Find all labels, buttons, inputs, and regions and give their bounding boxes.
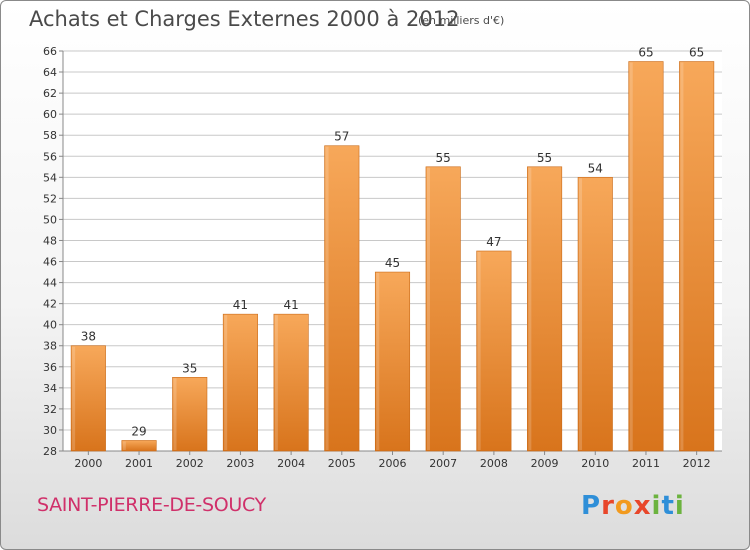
bar (425, 166, 461, 452)
data-label: 29 (131, 424, 146, 438)
x-tick-label: 2007 (429, 457, 457, 470)
bar-highlight (477, 252, 481, 450)
bar-highlight (629, 62, 633, 451)
y-tick-label: 38 (43, 340, 57, 353)
y-tick-label: 34 (43, 382, 57, 395)
data-label: 65 (638, 46, 653, 60)
bar-highlight (224, 315, 228, 450)
bar-highlight (274, 315, 278, 450)
chart-subtitle: (en milliers d'€) (418, 14, 505, 27)
proxiti-logo: Proxiti (581, 491, 685, 521)
bar (70, 345, 106, 452)
data-label: 45 (385, 256, 400, 270)
y-tick-label: 50 (43, 213, 57, 226)
y-tick-label: 30 (43, 424, 57, 437)
data-label: 57 (334, 130, 349, 144)
data-label: 35 (182, 361, 197, 375)
x-tick-label: 2004 (277, 457, 305, 470)
y-tick-label: 66 (43, 45, 57, 58)
logo-letter: r (601, 491, 615, 521)
y-tick-label: 60 (43, 108, 57, 121)
bar (476, 250, 512, 452)
logo-letter: i (651, 491, 662, 521)
bar (121, 440, 157, 452)
x-tick-label: 2002 (176, 457, 204, 470)
bar (577, 177, 613, 452)
bar-highlight (122, 441, 126, 450)
x-tick-label: 2003 (226, 457, 254, 470)
bar-highlight (72, 346, 76, 450)
bar-highlight (376, 273, 380, 450)
data-label: 47 (486, 235, 501, 249)
bar (273, 313, 309, 452)
y-tick-label: 42 (43, 298, 57, 311)
x-tick-label: 2009 (531, 457, 559, 470)
bar (222, 313, 258, 452)
x-tick-label: 2012 (683, 457, 711, 470)
bar (172, 377, 208, 452)
bar-highlight (325, 146, 329, 450)
y-tick-label: 36 (43, 361, 57, 374)
data-label: 55 (436, 151, 451, 165)
data-label: 41 (283, 298, 298, 312)
data-label: 38 (81, 330, 96, 344)
y-tick-label: 54 (43, 171, 57, 184)
y-tick-label: 58 (43, 129, 57, 142)
bar (679, 61, 715, 452)
logo-letter: P (581, 491, 602, 521)
bar (374, 271, 411, 452)
logo-letter: x (633, 491, 652, 521)
bar (324, 145, 360, 452)
bar-highlight (426, 167, 430, 450)
x-tick-label: 2006 (379, 457, 407, 470)
data-label: 55 (537, 151, 552, 165)
y-tick-label: 64 (43, 66, 57, 79)
x-tick-label: 2011 (632, 457, 660, 470)
x-tick-label: 2008 (480, 457, 508, 470)
bar-highlight (680, 62, 684, 451)
logo-letter: i (674, 491, 685, 521)
data-label: 65 (689, 46, 704, 60)
x-tick-label: 2005 (328, 457, 356, 470)
y-tick-label: 44 (43, 277, 57, 290)
bar-highlight (579, 178, 583, 450)
y-tick-label: 62 (43, 87, 57, 100)
data-label: 54 (588, 161, 603, 175)
y-tick-label: 40 (43, 319, 57, 332)
y-tick-label: 46 (43, 256, 57, 269)
y-tick-label: 52 (43, 192, 57, 205)
logo-letter: t (661, 491, 675, 521)
bar (628, 61, 664, 452)
bar-highlight (173, 378, 177, 450)
y-tick-label: 56 (43, 150, 57, 163)
x-tick-label: 2010 (581, 457, 609, 470)
y-tick-label: 28 (43, 445, 57, 458)
y-tick-label: 48 (43, 234, 57, 247)
commune-name: SAINT-PIERRE-DE-SOUCY (37, 494, 266, 516)
chart-title: Achats et Charges Externes 2000 à 2012 (29, 7, 460, 31)
data-label: 41 (233, 298, 248, 312)
bar-highlight (528, 167, 532, 450)
logo-letter: o (614, 491, 634, 521)
x-tick-label: 2000 (74, 457, 102, 470)
y-tick-label: 32 (43, 403, 57, 416)
x-tick-label: 2001 (125, 457, 153, 470)
bar (527, 166, 563, 452)
